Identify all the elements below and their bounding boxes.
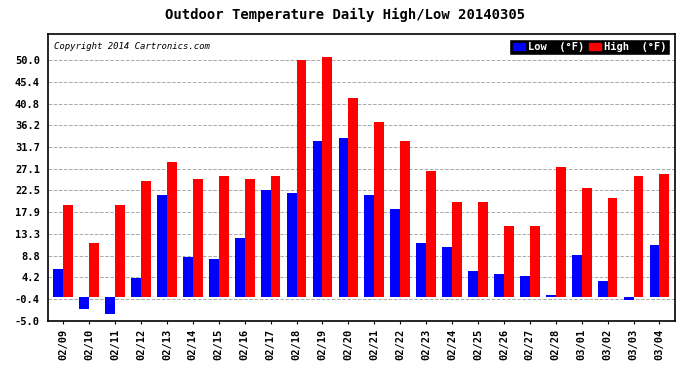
- Bar: [245, 178, 255, 297]
- Bar: [131, 278, 141, 297]
- Bar: [157, 195, 167, 297]
- Bar: [504, 226, 514, 297]
- Bar: [442, 248, 452, 297]
- Bar: [313, 141, 322, 297]
- Bar: [478, 202, 488, 297]
- Legend: Low  (°F), High  (°F): Low (°F), High (°F): [509, 39, 670, 55]
- Text: Outdoor Temperature Daily High/Low 20140305: Outdoor Temperature Daily High/Low 20140…: [165, 8, 525, 22]
- Bar: [530, 226, 540, 297]
- Bar: [322, 57, 333, 297]
- Bar: [582, 188, 591, 297]
- Text: Copyright 2014 Cartronics.com: Copyright 2014 Cartronics.com: [54, 42, 210, 51]
- Bar: [219, 176, 228, 297]
- Bar: [633, 176, 643, 297]
- Bar: [660, 174, 669, 297]
- Bar: [364, 195, 374, 297]
- Bar: [261, 190, 270, 297]
- Bar: [452, 202, 462, 297]
- Bar: [183, 257, 193, 297]
- Bar: [391, 210, 400, 297]
- Bar: [598, 281, 608, 297]
- Bar: [572, 255, 582, 297]
- Bar: [63, 205, 73, 297]
- Bar: [426, 171, 436, 297]
- Bar: [520, 276, 530, 297]
- Bar: [115, 205, 125, 297]
- Bar: [209, 260, 219, 297]
- Bar: [270, 176, 280, 297]
- Bar: [649, 245, 660, 297]
- Bar: [141, 181, 151, 297]
- Bar: [297, 60, 306, 297]
- Bar: [79, 297, 89, 309]
- Bar: [348, 98, 358, 297]
- Bar: [193, 178, 203, 297]
- Bar: [555, 167, 566, 297]
- Bar: [494, 274, 504, 297]
- Bar: [339, 138, 348, 297]
- Bar: [235, 238, 245, 297]
- Bar: [53, 269, 63, 297]
- Bar: [608, 198, 618, 297]
- Bar: [546, 295, 555, 297]
- Bar: [400, 141, 410, 297]
- Bar: [624, 297, 633, 300]
- Bar: [286, 193, 297, 297]
- Bar: [105, 297, 115, 314]
- Bar: [468, 271, 478, 297]
- Bar: [89, 243, 99, 297]
- Bar: [416, 243, 426, 297]
- Bar: [374, 122, 384, 297]
- Bar: [167, 162, 177, 297]
